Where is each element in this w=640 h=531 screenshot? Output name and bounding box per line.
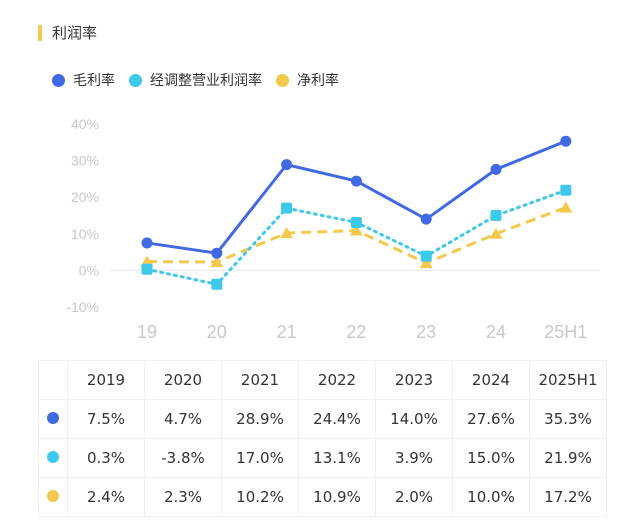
- header-cell: 2020: [144, 360, 222, 400]
- legend-dot-icon: [52, 73, 65, 87]
- cell: 13.1%: [298, 438, 376, 478]
- title-accent-bar: [38, 24, 42, 41]
- net-margin-point: [349, 224, 363, 236]
- header-cell: 2023: [375, 360, 453, 400]
- x-tick-label: 19: [137, 322, 157, 342]
- cell: 2.4%: [67, 477, 145, 517]
- cell: 3.9%: [375, 438, 453, 478]
- legend-label: 净利率: [297, 73, 339, 89]
- gross-margin-point: [560, 135, 572, 147]
- table-row: 2.4% 2.3% 10.2% 10.9% 2.0% 10.0% 17.2%: [38, 477, 607, 517]
- y-tick-label: 30%: [71, 153, 99, 169]
- header-cell: 2019: [67, 360, 145, 400]
- adjusted-dot-icon: [47, 451, 59, 463]
- cell: 2.3%: [144, 477, 222, 517]
- data-table: 2019 2020 2021 2022 2023 2024 2025H1 7.5% 4.7% 2…: [38, 360, 607, 517]
- title-text: 利润率: [52, 24, 98, 42]
- y-tick-label: 0%: [79, 262, 99, 278]
- header-cell: 2024: [452, 360, 530, 400]
- header-cell: 2021: [221, 360, 299, 400]
- cell: 15.0%: [452, 438, 530, 478]
- y-tick-label: 40%: [71, 116, 99, 132]
- line-chart: 40% 30% 20% 10% 0% -10% 19 20 21 22 23 24 25H1: [66, 116, 600, 342]
- table-row: 7.5% 4.7% 28.9% 24.4% 14.0% 27.6% 35.3%: [38, 399, 607, 439]
- x-tick-label: 20: [207, 322, 227, 342]
- cell: 7.5%: [67, 399, 145, 439]
- legend-dot-icon: [276, 73, 289, 87]
- adjusted-margin-point: [211, 278, 223, 290]
- net-margin-point: [419, 257, 433, 269]
- cell: 35.3%: [529, 399, 607, 439]
- header-cell: 2022: [298, 360, 376, 400]
- gross-margin-point: [420, 213, 432, 225]
- table-row: 0.3% -3.8% 17.0% 13.1% 3.9% 15.0% 21.9%: [38, 438, 607, 478]
- legend-item-gross[interactable]: 毛利率: [52, 70, 115, 90]
- gross-dot-icon: [47, 412, 59, 424]
- cell: -3.8%: [144, 438, 222, 478]
- x-tick-label: 22: [346, 322, 366, 342]
- x-tick-label: 23: [416, 322, 436, 342]
- cell: 10.9%: [298, 477, 376, 517]
- cell: 4.7%: [144, 399, 222, 439]
- legend-dot-icon: [129, 73, 142, 87]
- cell: 10.0%: [452, 477, 530, 517]
- table-header-row: 2019 2020 2021 2022 2023 2024 2025H1: [38, 360, 607, 400]
- y-tick-label: 10%: [71, 226, 99, 242]
- legend-label: 经调整营业利润率: [150, 73, 262, 89]
- net-margin-point: [210, 255, 224, 267]
- adjusted-margin-point: [420, 250, 432, 262]
- adjusted-margin-point: [490, 210, 502, 221]
- y-tick-label: -10%: [66, 299, 99, 315]
- cell: 17.0%: [221, 438, 299, 478]
- cell: 17.2%: [529, 477, 607, 517]
- cell: 24.4%: [298, 399, 376, 439]
- cell: 14.0%: [375, 399, 453, 439]
- cell: 10.2%: [221, 477, 299, 517]
- chart-title: 利润率: [38, 22, 97, 43]
- adjusted-margin-point: [350, 216, 362, 228]
- legend-item-net[interactable]: 净利率: [276, 70, 339, 90]
- x-tick-label: 25H1: [544, 322, 587, 342]
- gross-margin-point: [141, 237, 153, 249]
- x-tick-label: 24: [486, 322, 506, 342]
- header-cell: 2025H1: [529, 360, 607, 400]
- x-tick-label: 21: [277, 322, 297, 342]
- cell: 0.3%: [67, 438, 145, 478]
- gross-margin-point: [490, 163, 502, 175]
- gross-margin-point: [350, 175, 362, 187]
- legend: 毛利率 经调整营业利润率 净利率: [52, 70, 353, 90]
- cell: 21.9%: [529, 438, 607, 478]
- net-margin-point: [489, 227, 503, 239]
- legend-label: 毛利率: [73, 73, 115, 89]
- adjusted-margin-point: [560, 184, 572, 196]
- cell: 28.9%: [221, 399, 299, 439]
- legend-item-adjusted[interactable]: 经调整营业利润率: [129, 70, 262, 90]
- cell: 2.0%: [375, 477, 453, 517]
- gross-margin-point: [211, 247, 223, 259]
- net-dot-icon: [47, 490, 59, 502]
- series-line-0: [146, 139, 567, 255]
- gross-margin-point: [281, 159, 293, 171]
- adjusted-margin-point: [281, 202, 293, 214]
- cell: 27.6%: [452, 399, 530, 439]
- y-tick-label: 20%: [71, 189, 99, 205]
- adjusted-margin-point: [141, 263, 153, 275]
- net-margin-point: [280, 227, 294, 239]
- net-margin-point: [559, 201, 573, 213]
